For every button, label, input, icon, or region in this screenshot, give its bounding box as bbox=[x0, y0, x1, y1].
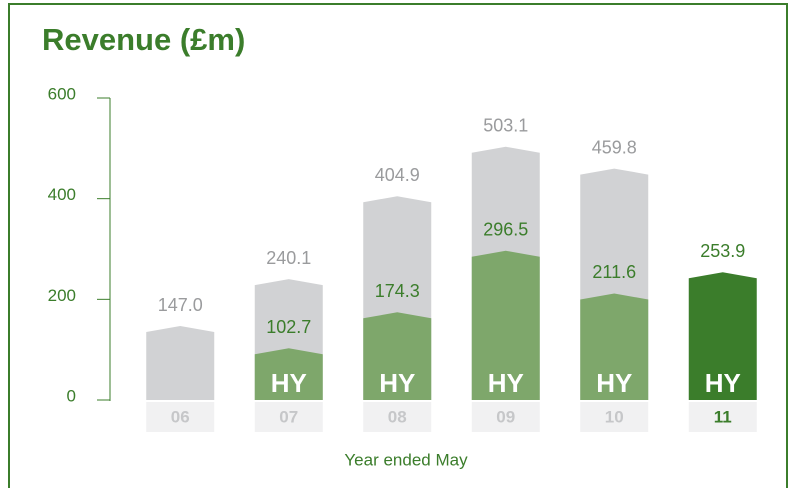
category-band bbox=[688, 402, 757, 432]
data-label: 102.7 bbox=[266, 317, 311, 337]
data-label: 296.5 bbox=[483, 220, 528, 240]
data-label: 459.8 bbox=[592, 137, 637, 157]
bar bbox=[363, 312, 432, 400]
data-label: 503.1 bbox=[483, 116, 528, 136]
bar bbox=[471, 250, 540, 400]
x-tick-label: 07 bbox=[279, 407, 298, 426]
data-label: 404.9 bbox=[375, 165, 420, 185]
x-tick-label: 06 bbox=[171, 407, 190, 426]
data-label: 211.6 bbox=[592, 262, 636, 282]
bar bbox=[688, 272, 757, 400]
category-band bbox=[254, 402, 323, 432]
category-band bbox=[580, 402, 649, 432]
bar-label: HY bbox=[488, 368, 524, 398]
chart-title: Revenue (£m) bbox=[42, 22, 245, 57]
bar-label: HY bbox=[705, 368, 741, 398]
data-label: 253.9 bbox=[700, 241, 745, 261]
bar bbox=[580, 293, 649, 400]
x-tick-label: 08 bbox=[388, 407, 407, 426]
x-tick-label: 10 bbox=[605, 407, 624, 426]
y-tick-label: 400 bbox=[48, 185, 76, 204]
bar-label: HY bbox=[379, 368, 415, 398]
y-tick-label: 200 bbox=[48, 286, 76, 305]
y-tick-label: 600 bbox=[48, 84, 76, 103]
category-band bbox=[363, 402, 432, 432]
data-label: 240.1 bbox=[266, 248, 311, 268]
y-tick-label: 0 bbox=[67, 386, 76, 405]
category-band bbox=[146, 402, 215, 432]
bar-label: HY bbox=[271, 368, 307, 398]
x-axis-label: Year ended May bbox=[344, 450, 468, 469]
data-label: 174.3 bbox=[375, 281, 420, 301]
x-tick-label: 09 bbox=[496, 407, 515, 426]
bar bbox=[254, 348, 323, 400]
bar-label: HY bbox=[596, 368, 632, 398]
bar bbox=[146, 326, 215, 400]
x-tick-label: 11 bbox=[714, 407, 732, 426]
data-label: 147.0 bbox=[158, 295, 203, 315]
category-band bbox=[471, 402, 540, 432]
